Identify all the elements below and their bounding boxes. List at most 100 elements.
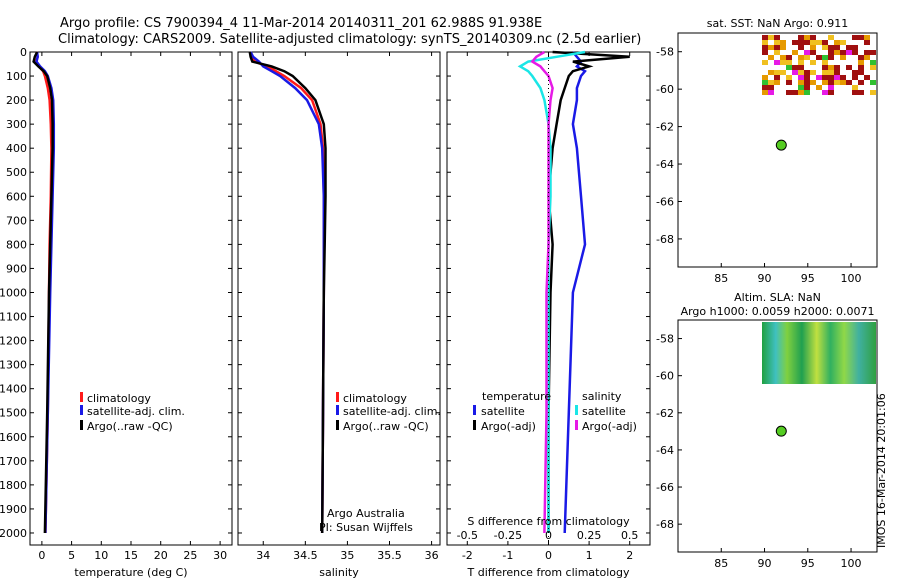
sst-cell bbox=[840, 80, 846, 85]
legend-swatch bbox=[80, 405, 83, 415]
sst-cell bbox=[834, 65, 840, 70]
legend-swatch bbox=[80, 392, 83, 402]
x-tick-label: 1 bbox=[586, 549, 593, 562]
sst-cell bbox=[780, 55, 786, 60]
sst-cell bbox=[822, 40, 828, 45]
timestamp-stamp: IMOS 16-Mar-2014 20:01:06 bbox=[875, 393, 888, 548]
map-frame bbox=[677, 32, 878, 268]
depth-tick-label: 300 bbox=[6, 118, 27, 131]
x-tick-label: -1 bbox=[502, 549, 513, 562]
sst-cell bbox=[822, 60, 828, 65]
legend-label: Argo(-adj) bbox=[481, 420, 536, 433]
legend-label: Argo(..raw -QC) bbox=[343, 420, 429, 433]
legend-swatch bbox=[336, 420, 339, 430]
depth-tick-label: 1200 bbox=[0, 335, 27, 348]
legend-swatch bbox=[473, 405, 476, 415]
series-line-black bbox=[248, 51, 327, 534]
map-y-tick-label: -62 bbox=[656, 121, 674, 134]
sst-cell bbox=[792, 40, 798, 45]
sst-cell bbox=[762, 85, 768, 90]
s-tick-label: 0.5 bbox=[621, 529, 639, 542]
sst-cell bbox=[804, 70, 810, 75]
sst-cell bbox=[762, 90, 768, 95]
depth-tick-label: 1900 bbox=[0, 503, 27, 516]
sst-cell bbox=[870, 50, 876, 55]
map-y-tick-label: -66 bbox=[656, 195, 674, 208]
argo-position-marker bbox=[775, 139, 787, 151]
x-tick-label: 2 bbox=[626, 549, 633, 562]
sst-cell bbox=[864, 40, 870, 45]
sst-cell bbox=[816, 40, 822, 45]
sst-cell bbox=[798, 60, 804, 65]
s-tick-label: -0.25 bbox=[494, 529, 522, 542]
depth-tick-label: 2000 bbox=[0, 527, 27, 540]
x-tick-label: 30 bbox=[213, 549, 227, 562]
sst-cell bbox=[858, 55, 864, 60]
sst-cell bbox=[786, 55, 792, 60]
sst-cell bbox=[864, 35, 870, 40]
map-x-tick-label: 95 bbox=[801, 557, 815, 570]
depth-tick-label: 800 bbox=[6, 238, 27, 251]
depth-tick-label: 600 bbox=[6, 190, 27, 203]
depth-tick-label: 100 bbox=[6, 70, 27, 83]
sst-cell bbox=[822, 55, 828, 60]
sst-cell bbox=[798, 40, 804, 45]
sst-map-panel: sat. SST: NaN Argo: 0.911 85 90 95 100 -58 -60… bbox=[656, 17, 878, 285]
sst-cell bbox=[810, 70, 816, 75]
x-tick-label: 5 bbox=[68, 549, 75, 562]
sst-cell bbox=[846, 65, 852, 70]
x-axis-label: salinity bbox=[319, 566, 359, 579]
sst-cell bbox=[774, 80, 780, 85]
sst-cell bbox=[798, 55, 804, 60]
series-line-blue bbox=[563, 51, 587, 534]
sst-cell bbox=[804, 35, 810, 40]
map-y-tick-label: -64 bbox=[656, 158, 674, 171]
sst-cell bbox=[828, 50, 834, 55]
sst-cell bbox=[768, 80, 774, 85]
sst-cell bbox=[774, 45, 780, 50]
difference-panel: -2 -1 0 1 2 T difference from climatology S di… bbox=[446, 50, 651, 579]
annotation-line: PI: Susan Wijffels bbox=[319, 521, 413, 534]
sst-cell bbox=[798, 35, 804, 40]
sst-cell bbox=[774, 75, 780, 80]
x-tick-label: 35.5 bbox=[377, 549, 402, 562]
sst-cell bbox=[858, 80, 864, 85]
depth-tick-label: 400 bbox=[6, 142, 27, 155]
sst-cell bbox=[762, 75, 768, 80]
sst-cell bbox=[810, 50, 816, 55]
map-y-tick-label: -64 bbox=[656, 444, 674, 457]
sst-cell bbox=[810, 80, 816, 85]
legend-swatch bbox=[473, 420, 476, 430]
sst-cell bbox=[786, 80, 792, 85]
depth-tick-label: 1500 bbox=[0, 407, 27, 420]
sst-cell bbox=[828, 55, 834, 60]
legend-label: Argo(..raw -QC) bbox=[87, 420, 173, 433]
sst-cell bbox=[780, 40, 786, 45]
x-axis-label: temperature (deg C) bbox=[74, 566, 187, 579]
x-tick-label: 36 bbox=[425, 549, 439, 562]
series-line-red bbox=[249, 51, 326, 534]
depth-tick-label: 1400 bbox=[0, 383, 27, 396]
map-x-tick-label: 85 bbox=[714, 557, 728, 570]
sst-cell bbox=[834, 50, 840, 55]
sst-cell bbox=[828, 85, 834, 90]
sst-cell bbox=[774, 50, 780, 55]
sst-cell bbox=[810, 60, 816, 65]
map-title: Altim. SLA: NaN bbox=[734, 291, 821, 304]
sst-cell bbox=[858, 70, 864, 75]
series-line-cyan bbox=[517, 50, 586, 533]
sst-cell bbox=[804, 90, 810, 95]
sst-cell bbox=[792, 90, 798, 95]
sst-cell bbox=[798, 90, 804, 95]
sst-cell bbox=[816, 55, 822, 60]
legend-label: satellite bbox=[481, 405, 525, 418]
map-x-tick-label: 85 bbox=[714, 272, 728, 285]
sst-cell bbox=[852, 85, 858, 90]
sst-cell bbox=[828, 45, 834, 50]
sst-cell bbox=[852, 45, 858, 50]
sst-cell bbox=[822, 75, 828, 80]
sst-cell bbox=[840, 55, 846, 60]
sst-cell bbox=[792, 65, 798, 70]
sst-cell bbox=[780, 45, 786, 50]
x-tick-label: 10 bbox=[94, 549, 108, 562]
